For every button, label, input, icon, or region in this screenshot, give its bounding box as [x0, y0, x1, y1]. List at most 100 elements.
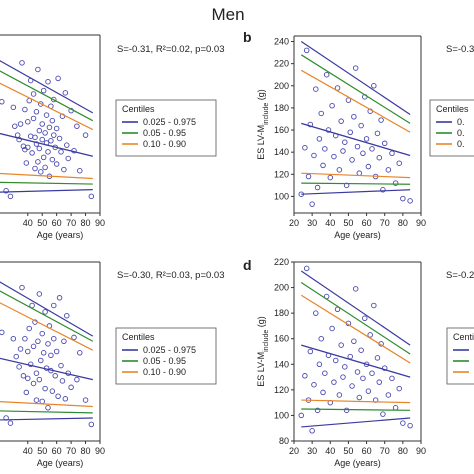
x-tick-label: 70 — [66, 218, 76, 228]
data-point — [38, 357, 44, 364]
data-point — [323, 71, 330, 78]
panel-letter: d — [243, 257, 252, 273]
data-point — [338, 342, 344, 348]
data-point — [0, 99, 5, 105]
data-point — [45, 78, 51, 85]
data-point — [316, 136, 323, 142]
data-point — [307, 121, 314, 128]
data-point — [16, 364, 22, 370]
data-point — [19, 60, 25, 66]
centile-lines — [0, 281, 94, 421]
data-point — [42, 385, 48, 392]
centile-line-0-90 — [0, 302, 94, 351]
data-point — [318, 110, 324, 117]
data-point — [39, 136, 45, 143]
stats-annotation: S=-0.2 — [446, 270, 474, 281]
x-tick-label: 60 — [362, 218, 372, 228]
data-point — [314, 184, 321, 191]
data-point — [365, 163, 372, 170]
data-point — [362, 315, 368, 322]
data-point — [303, 47, 310, 54]
y-tick-label: 240 — [274, 37, 289, 47]
x-tick-label: 90 — [95, 446, 105, 456]
data-point — [360, 375, 366, 382]
data-point — [356, 394, 363, 401]
data-point — [303, 265, 310, 272]
data-point — [25, 375, 31, 382]
data-point — [36, 145, 43, 152]
data-point — [51, 132, 57, 138]
y-tick-label: 160 — [274, 125, 289, 135]
data-point — [342, 139, 348, 145]
data-point — [36, 376, 43, 383]
centile-line-0-10 — [301, 172, 411, 179]
data-point — [82, 132, 89, 138]
centile-line-0-025 — [301, 189, 411, 195]
data-point — [25, 348, 31, 355]
data-point — [365, 388, 372, 394]
legend-entry: 0. — [457, 128, 465, 138]
x-tick-label: 30 — [307, 446, 317, 456]
x-tick-label: 50 — [343, 446, 353, 456]
data-point — [36, 291, 43, 297]
data-point — [17, 346, 24, 352]
data-point — [347, 353, 353, 360]
x-tick-label: 50 — [37, 218, 47, 228]
stats-annotation: S=-0.30, R²=0.03, p=0.03 — [117, 270, 224, 281]
data-point — [345, 97, 352, 103]
data-point — [298, 412, 305, 419]
legend-entry: 0. — [457, 139, 465, 149]
centile-line-0-05 — [301, 408, 411, 411]
data-point — [327, 174, 334, 181]
data-point — [316, 361, 323, 368]
data-point — [32, 134, 38, 141]
y-tick-label: 160 — [274, 334, 289, 344]
data-point — [342, 364, 348, 370]
data-point — [51, 335, 57, 342]
data-point — [40, 87, 47, 94]
data-point — [48, 352, 54, 359]
stats-annotation: S=-0.36 — [446, 44, 474, 55]
centile-line-0-05 — [301, 182, 411, 185]
x-tick-label: 50 — [343, 218, 353, 228]
data-point — [74, 376, 80, 383]
y-tick-label: 100 — [274, 410, 289, 420]
data-point — [305, 173, 312, 180]
data-point — [82, 397, 89, 403]
data-point — [363, 136, 370, 142]
data-point — [35, 66, 41, 73]
data-point — [360, 150, 366, 157]
data-point — [314, 407, 321, 414]
data-point — [7, 193, 14, 200]
centile-line-0-975 — [0, 60, 94, 114]
centile-line-median — [301, 344, 411, 378]
data-point — [52, 373, 58, 379]
data-point — [40, 350, 47, 356]
x-tick-label: 70 — [66, 446, 76, 456]
data-point — [58, 149, 64, 155]
legend-entry: 0.10 - 0.90 — [143, 139, 186, 149]
data-point — [343, 407, 350, 414]
y-axis-label: ES LV-Minclude (g) — [256, 89, 270, 160]
data-point — [380, 411, 386, 417]
data-point — [331, 379, 337, 385]
data-point — [30, 343, 37, 350]
centile-line-0-025 — [0, 417, 93, 421]
data-point — [39, 398, 45, 405]
x-tick-label: 90 — [416, 446, 426, 456]
data-point — [22, 106, 28, 113]
data-point — [22, 335, 28, 342]
data-point — [61, 338, 67, 345]
data-point — [354, 369, 361, 375]
data-point — [65, 155, 71, 162]
data-point — [320, 389, 326, 396]
data-point — [381, 140, 388, 147]
centile-line-0-10 — [0, 401, 93, 408]
data-point — [61, 166, 67, 173]
legend-entry: 0.05 - 0.95 — [143, 356, 186, 366]
data-point — [88, 421, 95, 428]
data-point — [389, 150, 395, 157]
data-point — [39, 121, 45, 127]
data-point — [367, 332, 373, 338]
data-point — [331, 153, 337, 160]
